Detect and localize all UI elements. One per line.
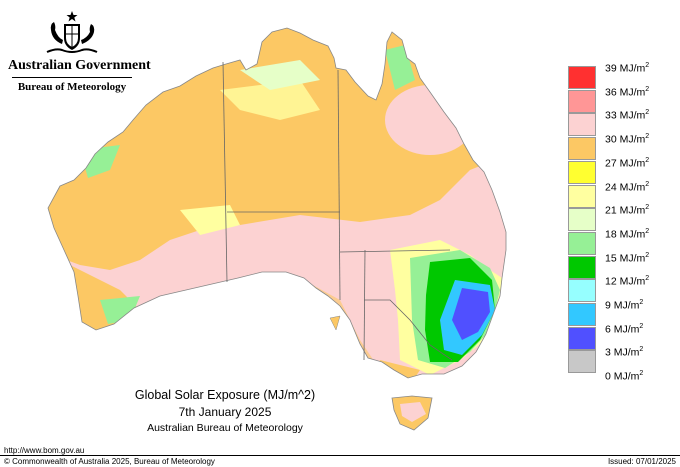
legend-swatch — [568, 231, 596, 255]
legend-swatch — [568, 89, 596, 113]
legend-label: 0 MJ/m2 — [605, 370, 644, 383]
legend-item: 39 MJ/m2 — [568, 62, 668, 90]
legend-item: 18 MJ/m2 — [568, 228, 668, 256]
bom-url-link[interactable]: http://www.bom.gov.au — [4, 446, 85, 455]
legend-swatch — [568, 279, 596, 303]
legend-swatch — [568, 208, 596, 232]
legend-label: 18 MJ/m2 — [605, 227, 650, 241]
legend-label: 36 MJ/m2 — [605, 85, 650, 99]
map-date: 7th January 2025 — [178, 405, 272, 419]
government-logo: Australian Government Bureau of Meteorol… — [8, 10, 151, 93]
map-title: Global Solar Exposure (MJ/m^2) — [134, 388, 316, 402]
legend-swatch — [568, 66, 596, 89]
legend-swatch — [568, 137, 596, 161]
legend-item: 27 MJ/m2 — [568, 157, 668, 185]
copyright-text: © Commonwealth of Australia 2025, Bureau… — [4, 457, 215, 466]
legend-swatch — [568, 184, 596, 208]
legend-item: 6 MJ/m2 — [568, 323, 668, 351]
map-source: Australian Bureau of Meteorology — [147, 422, 303, 434]
legend-swatch — [568, 160, 596, 184]
legend-label: 39 MJ/m2 — [605, 62, 650, 75]
legend-label: 30 MJ/m2 — [605, 133, 650, 146]
legend-label: 6 MJ/m2 — [605, 322, 644, 336]
government-name: Australian Government — [8, 58, 151, 73]
legend-swatch — [568, 113, 596, 137]
legend-label: 21 MJ/m2 — [605, 204, 650, 217]
legend-label: 27 MJ/m2 — [605, 156, 650, 170]
legend-label: 9 MJ/m2 — [605, 299, 644, 312]
legend-item: 36 MJ/m2 — [568, 86, 668, 114]
map-caption: Global Solar Exposure (MJ/m^2) 7th Janua… — [100, 388, 350, 434]
legend-item: 3 MJ/m2 — [568, 346, 668, 374]
legend-label: 15 MJ/m2 — [605, 251, 650, 265]
legend-label: 3 MJ/m2 — [605, 346, 644, 359]
legend-label: 33 MJ/m2 — [605, 109, 650, 122]
bureau-name: Bureau of Meteorology — [17, 81, 127, 93]
logo-divider — [12, 77, 132, 78]
legend-item: 33 MJ/m2 — [568, 109, 668, 137]
legend-item: 30 MJ/m2 — [568, 133, 668, 161]
legend-label: 24 MJ/m2 — [605, 180, 650, 193]
legend-swatch — [568, 255, 596, 279]
issued-date: Issued: 07/01/2025 — [607, 457, 676, 466]
coat-of-arms-icon — [46, 11, 98, 53]
legend-swatch — [568, 303, 596, 326]
legend-swatch — [568, 326, 596, 350]
legend-item: 9 MJ/m2 — [568, 299, 668, 327]
legend-label: 12 MJ/m2 — [605, 275, 650, 288]
legend-item: 15 MJ/m2 — [568, 252, 668, 280]
legend-swatch — [568, 350, 596, 374]
footer-divider — [0, 455, 680, 456]
legend-item: 21 MJ/m2 — [568, 204, 668, 232]
legend-item: 12 MJ/m2 — [568, 275, 668, 303]
legend-item: 24 MJ/m2 — [568, 181, 668, 209]
